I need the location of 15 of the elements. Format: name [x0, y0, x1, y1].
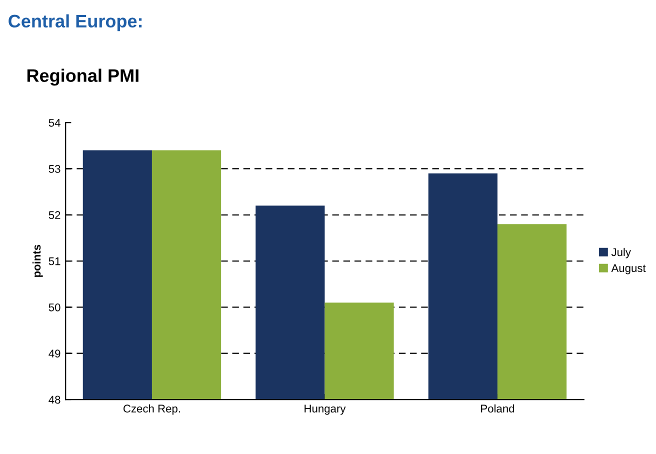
y-tick-label: 54 — [48, 118, 60, 127]
y-axis-title: points — [32, 244, 43, 277]
y-tick-label: 49 — [48, 350, 60, 358]
y-tick-label: 51 — [48, 257, 60, 266]
y-tick-label: 52 — [48, 211, 60, 220]
x-tick-label: Czech Rep. — [124, 404, 180, 415]
y-tick-label: 48 — [48, 396, 60, 404]
legend-label: July — [611, 248, 631, 258]
y-tick-label: 50 — [48, 303, 60, 312]
y-tick-label: 53 — [48, 165, 60, 173]
x-tick-label: Hungary — [304, 404, 346, 415]
legend-label: August — [611, 264, 646, 274]
x-tick-label: Poland — [481, 404, 514, 413]
chart-title: Central Europe: — [8, 14, 142, 32]
chart-subtitle: Regional PMI — [27, 68, 138, 86]
